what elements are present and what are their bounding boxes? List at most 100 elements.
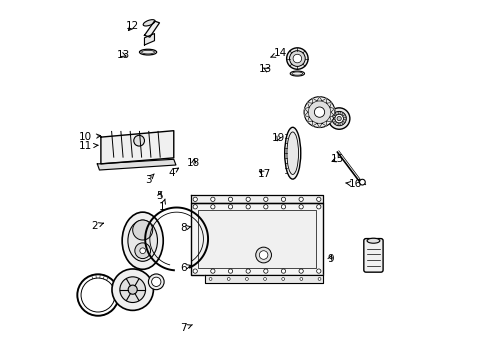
Circle shape [245,204,250,209]
Text: 12: 12 [125,21,138,31]
Circle shape [316,269,320,273]
Polygon shape [326,117,331,122]
Polygon shape [322,121,326,126]
Text: 5: 5 [156,191,163,201]
Circle shape [132,220,152,240]
Bar [198,210,315,267]
Circle shape [140,248,145,253]
FancyBboxPatch shape [363,239,382,272]
Ellipse shape [122,212,163,269]
Circle shape [135,243,150,258]
Ellipse shape [291,72,302,75]
Polygon shape [316,97,322,101]
Text: 8: 8 [180,223,190,233]
Text: 16: 16 [345,179,361,189]
Polygon shape [329,112,334,117]
Circle shape [245,197,250,202]
Circle shape [335,122,338,125]
Circle shape [281,204,285,209]
Polygon shape [307,117,312,122]
Circle shape [263,197,267,202]
Circle shape [228,197,232,202]
Circle shape [336,116,341,121]
Text: 10: 10 [79,132,101,142]
Circle shape [134,135,144,146]
Circle shape [339,122,342,125]
Circle shape [151,277,161,287]
Polygon shape [205,275,323,283]
Polygon shape [101,131,173,164]
Circle shape [193,197,197,202]
Text: 13: 13 [116,50,129,60]
Ellipse shape [284,127,300,179]
Circle shape [304,97,334,127]
Circle shape [245,269,250,273]
Circle shape [316,197,320,202]
Text: 1: 1 [159,199,165,212]
Ellipse shape [142,50,154,54]
Circle shape [332,115,335,118]
Polygon shape [316,123,322,127]
Polygon shape [144,33,154,45]
Circle shape [228,204,232,209]
Circle shape [328,108,349,129]
Text: 7: 7 [180,323,192,333]
Circle shape [209,278,212,280]
Circle shape [255,247,271,263]
Polygon shape [329,107,334,112]
Circle shape [298,269,303,273]
Text: 19: 19 [271,133,285,143]
Circle shape [259,251,267,259]
Circle shape [263,204,267,209]
Circle shape [316,204,320,209]
Circle shape [263,269,267,273]
Circle shape [298,197,303,202]
Ellipse shape [366,238,379,243]
Circle shape [343,115,345,118]
Circle shape [334,114,343,123]
Circle shape [342,120,345,122]
Circle shape [298,204,303,209]
Text: 11: 11 [79,141,98,151]
Circle shape [228,269,232,273]
Circle shape [77,274,119,316]
Circle shape [210,204,215,209]
Circle shape [227,278,230,280]
Circle shape [148,274,164,290]
Circle shape [286,48,307,69]
Text: 15: 15 [330,154,343,164]
Polygon shape [190,195,323,203]
Polygon shape [326,103,331,107]
Circle shape [193,269,197,273]
Bar [190,203,323,275]
Ellipse shape [128,220,157,261]
Text: 18: 18 [187,158,200,168]
Circle shape [307,101,330,123]
Circle shape [128,285,137,294]
Polygon shape [304,112,308,117]
Polygon shape [312,121,316,126]
Circle shape [210,197,215,202]
Text: 3: 3 [144,174,154,185]
Polygon shape [144,21,159,37]
Circle shape [292,54,301,63]
Polygon shape [322,98,326,103]
Circle shape [81,278,115,312]
Text: 14: 14 [270,48,286,58]
Polygon shape [304,107,308,112]
Ellipse shape [290,71,304,76]
Circle shape [281,278,284,280]
Polygon shape [97,159,176,170]
Circle shape [332,119,335,122]
Circle shape [339,112,342,115]
Circle shape [335,112,338,115]
Text: 13: 13 [259,64,272,74]
Circle shape [281,197,285,202]
Text: 4: 4 [167,168,178,178]
Circle shape [281,269,285,273]
Circle shape [314,107,324,117]
Text: 6: 6 [180,262,190,273]
Circle shape [299,278,302,280]
Circle shape [193,204,197,209]
Polygon shape [307,103,312,107]
